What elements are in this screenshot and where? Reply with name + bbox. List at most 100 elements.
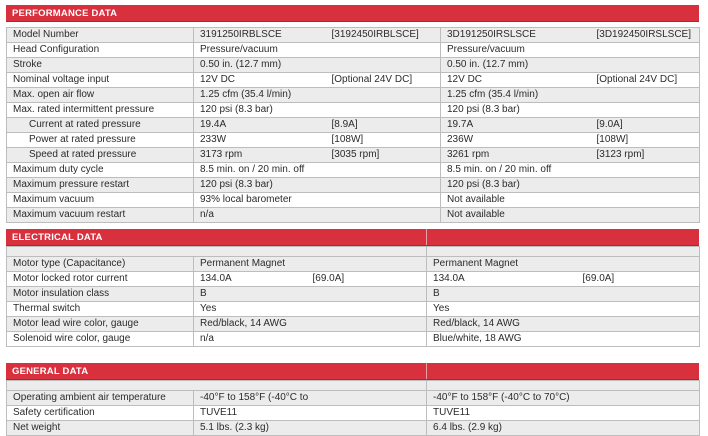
row-label: Motor locked rotor current — [6, 271, 194, 287]
cell-value: 3173 rpm — [193, 147, 330, 163]
cell-value: B — [193, 286, 311, 302]
cell-optional-value — [310, 420, 428, 436]
cell-optional-value — [310, 301, 428, 317]
cell-value: -40°F to 158°F (-40°C to 70°C) — [426, 390, 581, 406]
table-row: Motor locked rotor current 134.0A [69.0A] 1… — [6, 271, 701, 287]
cell-optional-value — [329, 42, 441, 58]
electrical-data-table: Motor type (Capacitance) Permanent Magnet… — [5, 246, 701, 347]
table-row: Motor insulation class B B — [6, 286, 701, 302]
cell-optional-value — [580, 286, 701, 302]
cell-value: 19.4A — [193, 117, 330, 133]
cell-value: n/a — [193, 207, 330, 223]
cell-value: 93% local barometer — [193, 192, 330, 208]
cell-value: 6.4 lbs. (2.9 kg) — [426, 420, 581, 436]
cell-value: Not available — [440, 207, 595, 223]
cell-value: Blue/white, 18 AWG — [426, 331, 581, 347]
cell-value: TUVE11 — [193, 405, 311, 421]
header-divider — [426, 229, 427, 245]
table-row: Maximum pressure restart 120 psi (8.3 bar… — [6, 177, 700, 193]
cell-value: 3D191250IRSLSCE — [440, 27, 595, 43]
table-row: Power at rated pressure 233W [108W] 236W [10… — [6, 132, 700, 148]
cell-optional-value — [594, 57, 700, 73]
general-data-title: GENERAL DATA — [12, 366, 89, 377]
performance-data-header: PERFORMANCE DATA — [6, 5, 699, 22]
cell-value: 236W — [440, 132, 595, 148]
cell-value: Pressure/vacuum — [193, 42, 330, 58]
row-label: Maximum duty cycle — [6, 162, 194, 178]
cell-optional-value — [580, 331, 701, 347]
row-label: Solenoid wire color, gauge — [6, 331, 194, 347]
cell-value: Pressure/vacuum — [440, 42, 595, 58]
cell-optional-value — [580, 316, 701, 332]
table-row: Motor type (Capacitance) Permanent Magnet… — [6, 256, 701, 272]
cell-value: TUVE11 — [426, 405, 581, 421]
table-row: Operating ambient air temperature -40°F t… — [6, 390, 701, 406]
electrical-data-title: ELECTRICAL DATA — [12, 232, 103, 243]
spacer-cell — [426, 380, 701, 391]
row-label: Maximum vacuum — [6, 192, 194, 208]
spacer-cell — [5, 380, 428, 391]
cell-optional-value — [329, 57, 441, 73]
cell-optional-value — [310, 256, 428, 272]
cell-optional-value — [329, 162, 441, 178]
general-data-section: GENERAL DATA Operating ambient air tempe… — [5, 363, 701, 436]
table-row: Maximum vacuum 93% local barometer Not ava… — [6, 192, 700, 208]
cell-optional-value — [329, 177, 441, 193]
cell-optional-value — [310, 316, 428, 332]
row-label: Safety certification — [6, 405, 194, 421]
cell-optional-value — [580, 420, 701, 436]
cell-optional-value — [310, 286, 428, 302]
row-label: Speed at rated pressure — [6, 147, 194, 163]
row-label: Head Configuration — [6, 42, 194, 58]
table-row: Max. rated intermittent pressure 120 psi … — [6, 102, 700, 118]
cell-optional-value — [594, 42, 700, 58]
row-label: Power at rated pressure — [6, 132, 194, 148]
table-row: Motor lead wire color, gauge Red/black, 1… — [6, 316, 701, 332]
cell-optional-value — [310, 331, 428, 347]
row-label: Operating ambient air temperature — [6, 390, 194, 406]
row-label: Nominal voltage input — [6, 72, 194, 88]
cell-value: 120 psi (8.3 bar) — [193, 177, 330, 193]
cell-value: 12V DC — [193, 72, 330, 88]
cell-value: Permanent Magnet — [193, 256, 311, 272]
cell-value: 120 psi (8.3 bar) — [193, 102, 330, 118]
cell-value: 120 psi (8.3 bar) — [440, 102, 595, 118]
cell-optional-value: [Optional 24V DC] — [329, 72, 441, 88]
cell-optional-value — [329, 102, 441, 118]
table-row: Safety certification TUVE11 TUVE11 — [6, 405, 701, 421]
cell-optional-value — [594, 177, 700, 193]
cell-optional-value — [310, 405, 428, 421]
cell-value: Yes — [193, 301, 311, 317]
cell-value: 1.25 cfm (35.4 l/min) — [440, 87, 595, 103]
cell-value: 5.1 lbs. (2.3 kg) — [193, 420, 311, 436]
cell-optional-value — [580, 405, 701, 421]
cell-optional-value: [3D192450IRSLSCE] — [594, 27, 700, 43]
row-label: Model Number — [6, 27, 194, 43]
cell-optional-value — [594, 207, 700, 223]
row-label: Stroke — [6, 57, 194, 73]
cell-optional-value — [594, 87, 700, 103]
cell-optional-value — [310, 390, 428, 406]
row-label: Maximum vacuum restart — [6, 207, 194, 223]
row-label: Motor insulation class — [6, 286, 194, 302]
table-row: Model Number 3191250IRBLSCE [3192450IRBLSC… — [6, 27, 700, 43]
row-label: Maximum pressure restart — [6, 177, 194, 193]
cell-value: 8.5 min. on / 20 min. off — [193, 162, 330, 178]
row-label: Net weight — [6, 420, 194, 436]
cell-optional-value: [Optional 24V DC] — [594, 72, 700, 88]
cell-value: 19.7A — [440, 117, 595, 133]
cell-value: 12V DC — [440, 72, 595, 88]
row-label: Thermal switch — [6, 301, 194, 317]
cell-optional-value: [3192450IRBLSCE] — [329, 27, 441, 43]
cell-value: Red/black, 14 AWG — [193, 316, 311, 332]
spacer-cell — [5, 246, 428, 257]
cell-optional-value: [108W] — [329, 132, 441, 148]
row-label: Max. open air flow — [6, 87, 194, 103]
header-divider — [426, 363, 427, 379]
general-data-header: GENERAL DATA — [6, 363, 699, 380]
cell-optional-value: [69.0A] — [310, 271, 428, 287]
row-label: Motor lead wire color, gauge — [6, 316, 194, 332]
cell-value: 134.0A — [193, 271, 311, 287]
cell-optional-value — [580, 301, 701, 317]
cell-optional-value — [329, 87, 441, 103]
